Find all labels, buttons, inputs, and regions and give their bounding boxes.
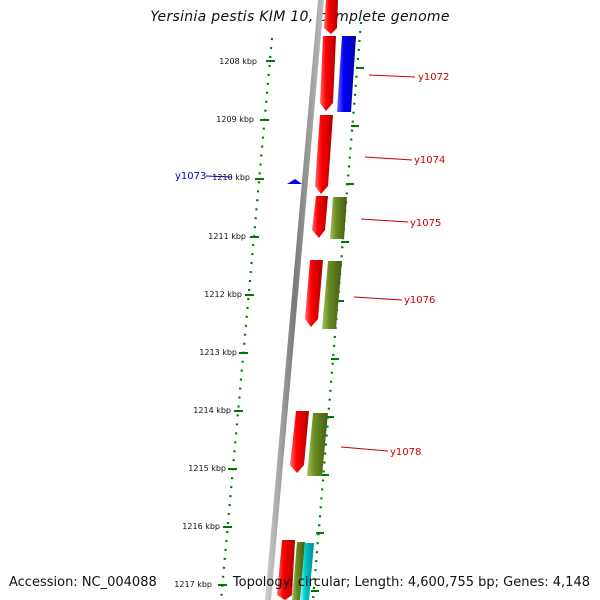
tick-label-1211: 1211 kbp (208, 232, 246, 241)
tick-label-1213: 1213 kbp (199, 348, 237, 357)
topology-summary: Topology: circular; Length: 4,600,755 bp… (232, 575, 590, 590)
tick-label-1208: 1208 kbp (219, 57, 257, 66)
left-ruler-ticks (218, 60, 275, 586)
gene-red-y1072[interactable] (320, 36, 336, 111)
gene-label-y1078[interactable]: y1078 (390, 447, 421, 458)
right-leader-lines (340, 74, 416, 452)
gene-olive-y1078[interactable] (307, 413, 328, 476)
accession-text: Accession: NC_004088 (9, 575, 157, 590)
gene-red-bottom[interactable] (277, 540, 295, 600)
tick-label-1209: 1209 kbp (216, 115, 254, 124)
left-gene-label-y1073[interactable]: y1073 (175, 171, 206, 182)
gene-red-y1075[interactable] (312, 196, 328, 238)
leader-y1078 (340, 446, 389, 452)
gene-arrow-y1073[interactable] (287, 179, 302, 184)
leader-y1075 (360, 218, 409, 223)
tick-label-1212: 1212 kbp (204, 290, 242, 299)
tick-label-1210: 1210 kbp (212, 173, 250, 182)
gene-red-top[interactable] (324, 0, 338, 34)
tick-label-1215: 1215 kbp (188, 464, 226, 473)
genome-title: Yersinia pestis KIM 10, complete genome (150, 9, 450, 25)
gene-label-y1076[interactable]: y1076 (404, 295, 435, 306)
gene-label-y1075[interactable]: y1075 (410, 218, 441, 229)
gene-glyphs[interactable] (277, 0, 356, 600)
gene-label-y1072[interactable]: y1072 (418, 72, 449, 83)
gene-olive-bottom[interactable] (292, 542, 305, 600)
gene-red-y1076[interactable] (305, 260, 323, 327)
leader-y1076 (353, 296, 403, 301)
left-gene-leader-y1073 (205, 175, 233, 178)
gene-red-y1078[interactable] (290, 411, 309, 473)
gene-label-y1074[interactable]: y1074 (414, 155, 445, 166)
gene-olive-y1076[interactable] (322, 261, 342, 329)
right-ruler-ticks (311, 67, 364, 592)
tick-label-1216: 1216 kbp (182, 522, 220, 531)
gene-red-y1074[interactable] (315, 115, 333, 194)
leader-y1074 (364, 156, 413, 161)
tick-label-1214: 1214 kbp (193, 406, 231, 415)
gene-blue-y1072[interactable] (337, 36, 356, 112)
gene-olive-y1075[interactable] (330, 197, 347, 239)
gene-cyan-bottom[interactable] (300, 543, 314, 600)
tick-label-1217: 1217 kbp (174, 580, 212, 589)
genome-backbone (265, 0, 324, 600)
leader-y1072 (368, 74, 416, 78)
